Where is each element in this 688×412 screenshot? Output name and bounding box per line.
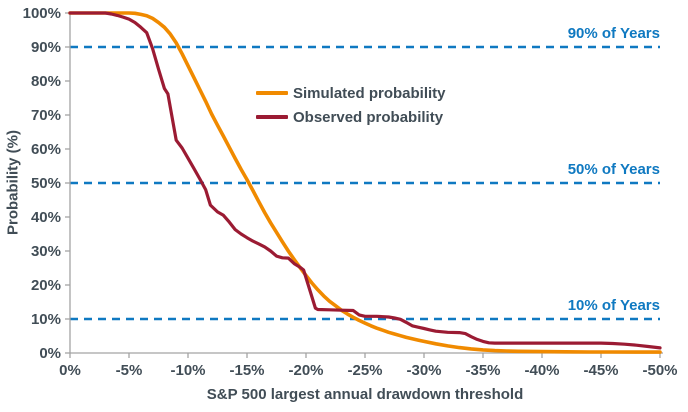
ref-label-50-percent: 50% of Years	[567, 161, 660, 178]
x-tick-label: -15%	[229, 362, 264, 379]
y-tick-label: 100%	[23, 5, 61, 22]
simulated-line-swatch-icon	[256, 91, 288, 95]
x-tick-label: -20%	[288, 362, 323, 379]
y-axis-title: Probability (%)	[4, 130, 22, 236]
ref-label-90-percent: 90% of Years	[567, 25, 660, 42]
x-tick-label: -30%	[406, 362, 441, 379]
x-tick-label: -45%	[583, 362, 618, 379]
legend-item-simulated: Simulated probability	[256, 81, 446, 105]
y-tick-label: 20%	[31, 277, 61, 294]
y-tick-label: 0%	[39, 345, 61, 362]
x-tick-label: -40%	[524, 362, 559, 379]
x-tick-label: -25%	[347, 362, 382, 379]
legend-label-simulated: Simulated probability	[293, 84, 446, 102]
y-tick-label: 90%	[31, 39, 61, 56]
ref-label-10-percent: 10% of Years	[567, 297, 660, 314]
x-tick-label: 0%	[59, 362, 81, 379]
y-tick-label: 40%	[31, 209, 61, 226]
observed-line-swatch-icon	[256, 115, 288, 119]
y-tick-label: 70%	[31, 107, 61, 124]
series-line-simulated-probability	[68, 11, 662, 354]
y-tick-label: 30%	[31, 243, 61, 260]
legend-item-observed: Observed probability	[256, 105, 446, 129]
x-tick-label: -35%	[465, 362, 500, 379]
legend-label-observed: Observed probability	[293, 108, 444, 126]
y-tick-label: 60%	[31, 141, 61, 158]
y-tick-label: 80%	[31, 73, 61, 90]
legend: Simulated probability Observed probabili…	[256, 81, 446, 129]
series-line-observed-probability	[68, 11, 662, 350]
x-tick-label: -5%	[116, 362, 143, 379]
y-tick-label: 50%	[31, 175, 61, 192]
y-tick-label: 10%	[31, 311, 61, 328]
x-axis-title: S&P 500 largest annual drawdown threshol…	[206, 386, 524, 403]
x-tick-label: -10%	[170, 362, 205, 379]
x-tick-label: -50%	[642, 362, 677, 379]
